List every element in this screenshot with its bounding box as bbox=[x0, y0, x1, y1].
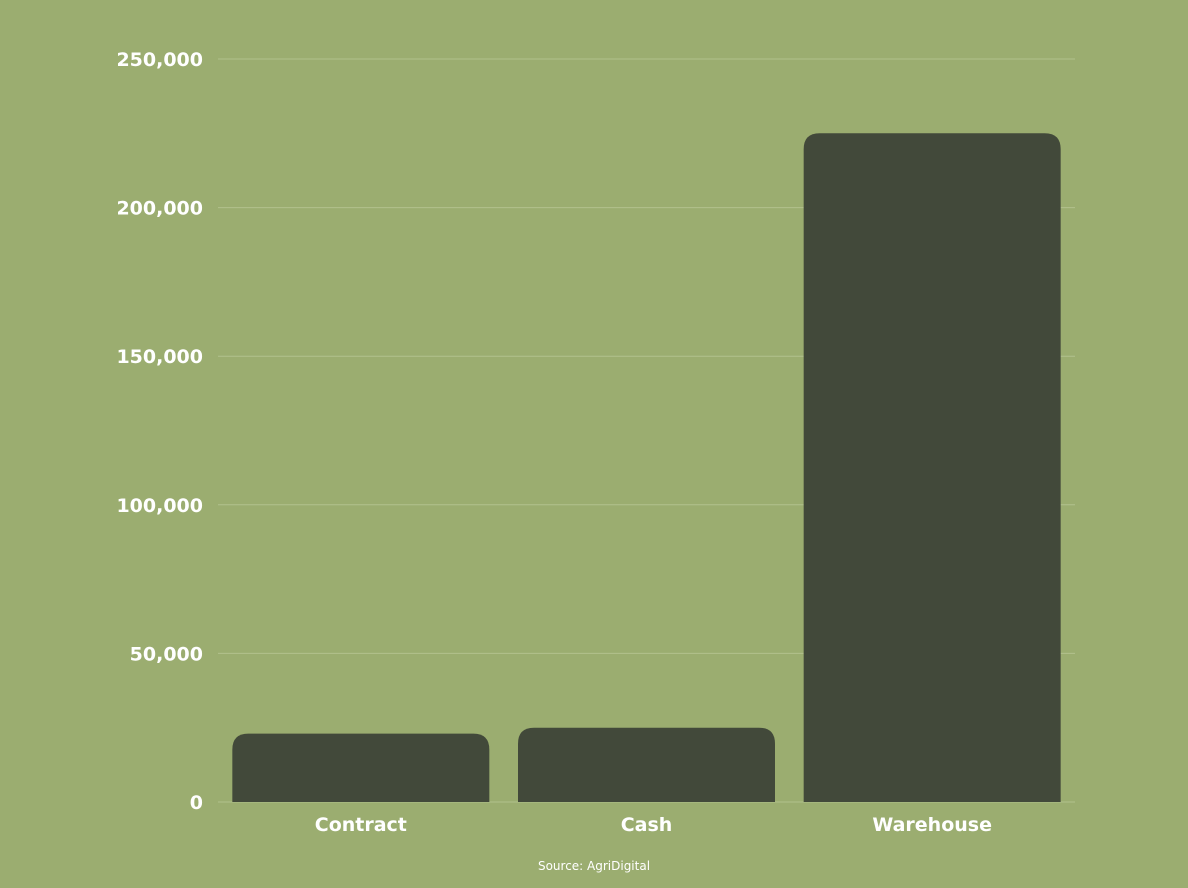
x-category-label: Contract bbox=[315, 814, 407, 836]
bars bbox=[232, 133, 1061, 803]
y-axis-tick-labels: 0 50,000 100,000 150,000 200,000 250,000 bbox=[116, 49, 203, 814]
y-tick-label: 200,000 bbox=[116, 198, 203, 220]
x-category-label: Cash bbox=[621, 814, 673, 836]
source-note: Source: AgriDigital bbox=[537, 859, 651, 873]
bar-contract bbox=[232, 733, 490, 802]
x-category-label: Warehouse bbox=[872, 814, 992, 836]
y-tick-label: 100,000 bbox=[116, 495, 203, 517]
y-tick-label: 0 bbox=[190, 792, 203, 814]
bar-warehouse bbox=[803, 133, 1061, 803]
x-axis-category-labels: Contract Cash Warehouse bbox=[315, 814, 992, 836]
bar-cash bbox=[518, 727, 775, 802]
y-tick-label: 250,000 bbox=[116, 49, 203, 71]
y-tick-label: 150,000 bbox=[116, 346, 203, 368]
y-tick-label: 50,000 bbox=[130, 643, 203, 665]
